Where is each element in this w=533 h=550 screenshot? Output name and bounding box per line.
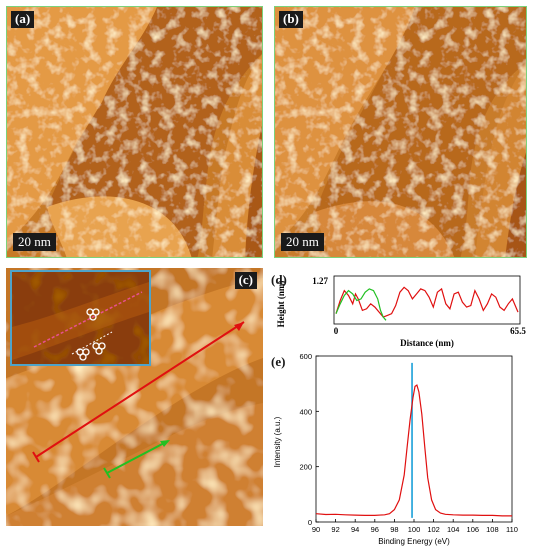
panel-b-label: (b): [279, 11, 303, 28]
profile-chart-d-svg: 1.27 Height (nm) 0 65.5 Distance (nm): [276, 275, 526, 348]
x-tick-label: 98: [390, 525, 398, 534]
x-tick-label: 90: [312, 525, 320, 534]
y-tick-label: 0: [308, 518, 312, 527]
profile-plot-frame: [333, 275, 521, 325]
inset-image: [10, 270, 151, 366]
stm-image-a-graphic: [7, 7, 262, 257]
y-axis-title: Intensity (a.u.): [273, 416, 282, 467]
xps-chart-e: (e) Intensity (a.u.) Binding Energy (eV)…: [268, 352, 530, 548]
x-tick-label: 108: [486, 525, 499, 534]
x-tick-label: 106: [467, 525, 480, 534]
scale-bar-label-b: 20 nm: [281, 233, 324, 251]
profile-chart-d: (d) 1.27 Height (nm) 0 65.5 Distance (nm…: [268, 268, 530, 352]
stm-image-b: (b) 20 nm: [274, 6, 527, 258]
x-tick-label: 110: [506, 525, 518, 534]
xps-spectrum-line: [315, 384, 512, 517]
green-profile-line: [335, 288, 387, 321]
x-tick-label: 104: [447, 525, 460, 534]
x-tick-label: 102: [427, 525, 440, 534]
inset-image-graphic: [12, 272, 149, 364]
panel-d-label: (d): [271, 272, 287, 287]
y-max-tick-label: 1.27: [312, 276, 328, 286]
x-tick-label: 92: [331, 525, 339, 534]
panel-c-label: (c): [234, 272, 257, 289]
x-tick-label: 100: [408, 525, 421, 534]
panel-a-label: (a): [11, 11, 35, 28]
y-tick-label: 600: [299, 352, 312, 361]
y-tick-label: 400: [299, 407, 312, 416]
x-max-tick-label: 65.5: [510, 326, 526, 336]
x-min-tick-label: 0: [334, 326, 339, 336]
x-axis-title: Distance (nm): [400, 338, 454, 348]
red-profile-line: [335, 286, 519, 318]
x-tick-label: 96: [371, 525, 379, 534]
stm-image-a: (a) 20 nm: [6, 6, 263, 258]
x-axis-title: Binding Energy (eV): [378, 537, 450, 546]
stm-image-b-graphic: [275, 7, 526, 257]
xps-chart-e-svg: Intensity (a.u.) Binding Energy (eV) 90 9…: [273, 352, 518, 546]
panel-e-label: (e): [271, 354, 286, 369]
scale-bar-label-a: 20 nm: [13, 233, 56, 251]
xps-plot-frame: [315, 355, 513, 523]
y-tick-label: 200: [299, 463, 312, 472]
x-tick-label: 94: [351, 525, 359, 534]
y-axis-title: Height (nm): [276, 281, 286, 328]
stm-image-c: (c): [6, 268, 263, 526]
